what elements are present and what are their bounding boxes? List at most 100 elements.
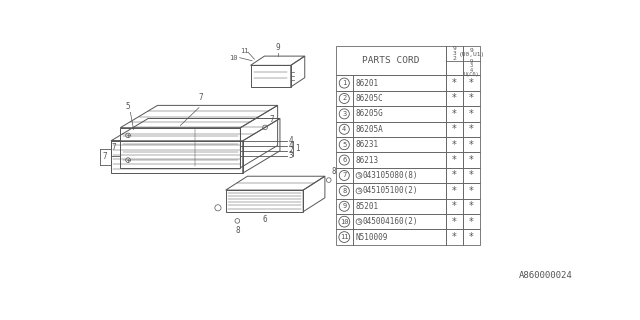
Bar	[463, 198, 480, 214]
Bar	[353, 91, 446, 106]
Text: PARTS CORD: PARTS CORD	[362, 56, 420, 65]
Bar	[353, 152, 446, 168]
Text: 11: 11	[240, 49, 248, 54]
Text: 9
3
4
U(C0): 9 3 4 U(C0)	[463, 59, 479, 77]
Text: 5: 5	[125, 102, 131, 111]
Text: 86205A: 86205A	[356, 125, 383, 134]
Text: 86213: 86213	[356, 156, 379, 164]
Text: *: *	[469, 109, 474, 119]
Text: 86201: 86201	[356, 78, 379, 88]
Bar	[353, 122, 446, 137]
Bar	[463, 46, 480, 75]
Text: *: *	[452, 232, 457, 242]
Text: 2: 2	[342, 95, 346, 101]
Text: *: *	[469, 124, 474, 134]
Bar	[336, 214, 353, 229]
Bar	[446, 198, 463, 214]
Bar	[353, 229, 446, 245]
Bar	[463, 91, 480, 106]
Text: *: *	[469, 93, 474, 103]
Bar	[446, 137, 463, 152]
Bar	[353, 198, 446, 214]
Bar	[353, 106, 446, 122]
Text: 8: 8	[331, 167, 336, 176]
Bar	[336, 137, 353, 152]
Text: 3: 3	[289, 151, 293, 160]
Bar	[446, 91, 463, 106]
Bar	[446, 229, 463, 245]
Text: *: *	[452, 78, 457, 88]
Text: S: S	[357, 188, 360, 193]
Bar	[353, 75, 446, 91]
Bar	[353, 183, 446, 198]
Bar	[446, 122, 463, 137]
Text: 10: 10	[340, 219, 349, 225]
Text: 045004160(2): 045004160(2)	[363, 217, 419, 226]
Text: *: *	[452, 140, 457, 150]
Text: *: *	[452, 109, 457, 119]
Text: *: *	[469, 232, 474, 242]
Bar	[446, 152, 463, 168]
Text: 9
3
2: 9 3 2	[452, 46, 456, 60]
Text: *: *	[469, 140, 474, 150]
Bar	[463, 183, 480, 198]
Text: 6: 6	[342, 157, 346, 163]
Text: 8: 8	[342, 188, 346, 194]
Text: 045105100(2): 045105100(2)	[363, 186, 419, 195]
Bar	[336, 106, 353, 122]
Text: A860000024: A860000024	[518, 271, 572, 280]
Text: 7: 7	[342, 172, 346, 179]
Text: 1: 1	[342, 80, 346, 86]
Text: 8: 8	[235, 226, 239, 235]
Text: *: *	[452, 93, 457, 103]
Text: N510009: N510009	[356, 233, 388, 242]
Text: 10: 10	[229, 55, 237, 61]
Text: 7: 7	[198, 92, 203, 101]
Text: 9: 9	[342, 203, 346, 209]
Bar	[353, 168, 446, 183]
Bar	[353, 137, 446, 152]
Bar	[336, 152, 353, 168]
Bar	[463, 168, 480, 183]
Bar	[463, 106, 480, 122]
Text: *: *	[469, 171, 474, 180]
Bar	[463, 214, 480, 229]
Text: *: *	[452, 155, 457, 165]
Text: 5: 5	[342, 142, 346, 148]
Text: 11: 11	[340, 234, 349, 240]
Text: *: *	[452, 186, 457, 196]
Bar	[446, 46, 463, 75]
Bar	[446, 183, 463, 198]
Bar	[336, 168, 353, 183]
Bar	[336, 229, 353, 245]
Text: 86205G: 86205G	[356, 109, 383, 118]
Text: 4: 4	[342, 126, 346, 132]
Bar	[463, 137, 480, 152]
Text: *: *	[452, 124, 457, 134]
Text: 2: 2	[289, 146, 293, 155]
Bar	[353, 214, 446, 229]
Text: 9
(U0,U1): 9 (U0,U1)	[458, 48, 484, 57]
Bar	[446, 75, 463, 91]
Text: *: *	[469, 201, 474, 211]
Bar	[336, 122, 353, 137]
Text: *: *	[469, 155, 474, 165]
Text: 1: 1	[294, 144, 300, 153]
Bar	[446, 106, 463, 122]
Text: 86205C: 86205C	[356, 94, 383, 103]
Bar	[463, 75, 480, 91]
Bar	[463, 122, 480, 137]
Bar	[446, 214, 463, 229]
Bar	[336, 46, 446, 75]
Text: S: S	[357, 219, 360, 224]
Text: *: *	[452, 171, 457, 180]
Text: 7: 7	[102, 152, 107, 162]
Text: *: *	[469, 78, 474, 88]
Text: 85201: 85201	[356, 202, 379, 211]
Text: *: *	[469, 217, 474, 227]
Text: *: *	[452, 201, 457, 211]
Bar	[336, 183, 353, 198]
Bar	[336, 91, 353, 106]
Text: 043105080(8): 043105080(8)	[363, 171, 419, 180]
Text: S: S	[357, 173, 360, 178]
